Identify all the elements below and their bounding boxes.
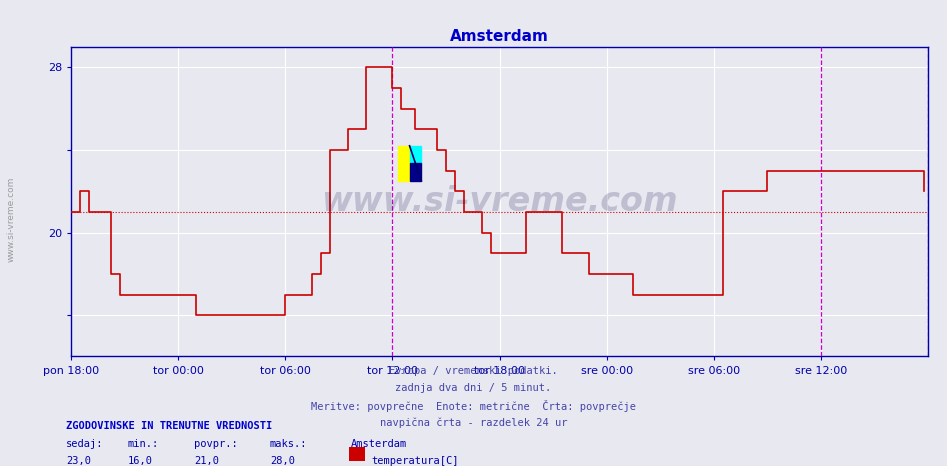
Title: Amsterdam: Amsterdam	[450, 29, 549, 44]
Text: sedaj:: sedaj:	[66, 439, 104, 449]
Text: Evropa / vremenski podatki.: Evropa / vremenski podatki.	[389, 366, 558, 376]
Text: povpr.:: povpr.:	[194, 439, 238, 449]
Text: navpična črta - razdelek 24 ur: navpična črta - razdelek 24 ur	[380, 418, 567, 428]
Text: temperatura[C]: temperatura[C]	[371, 456, 458, 466]
Text: ZGODOVINSKE IN TRENUTNE VREDNOSTI: ZGODOVINSKE IN TRENUTNE VREDNOSTI	[66, 421, 273, 431]
Text: www.si-vreme.com: www.si-vreme.com	[7, 176, 16, 262]
Text: www.si-vreme.com: www.si-vreme.com	[321, 185, 678, 218]
Text: Amsterdam: Amsterdam	[350, 439, 406, 449]
Text: 16,0: 16,0	[128, 456, 152, 466]
Bar	[409, 163, 421, 181]
Text: min.:: min.:	[128, 439, 159, 449]
Text: 21,0: 21,0	[194, 456, 219, 466]
Text: 28,0: 28,0	[270, 456, 295, 466]
Text: maks.:: maks.:	[270, 439, 308, 449]
Text: 23,0: 23,0	[66, 456, 91, 466]
Text: Meritve: povprečne  Enote: metrične  Črta: povprečje: Meritve: povprečne Enote: metrične Črta:…	[311, 400, 636, 412]
Bar	[398, 146, 409, 181]
Text: zadnja dva dni / 5 minut.: zadnja dva dni / 5 minut.	[396, 383, 551, 393]
Bar	[409, 146, 421, 163]
